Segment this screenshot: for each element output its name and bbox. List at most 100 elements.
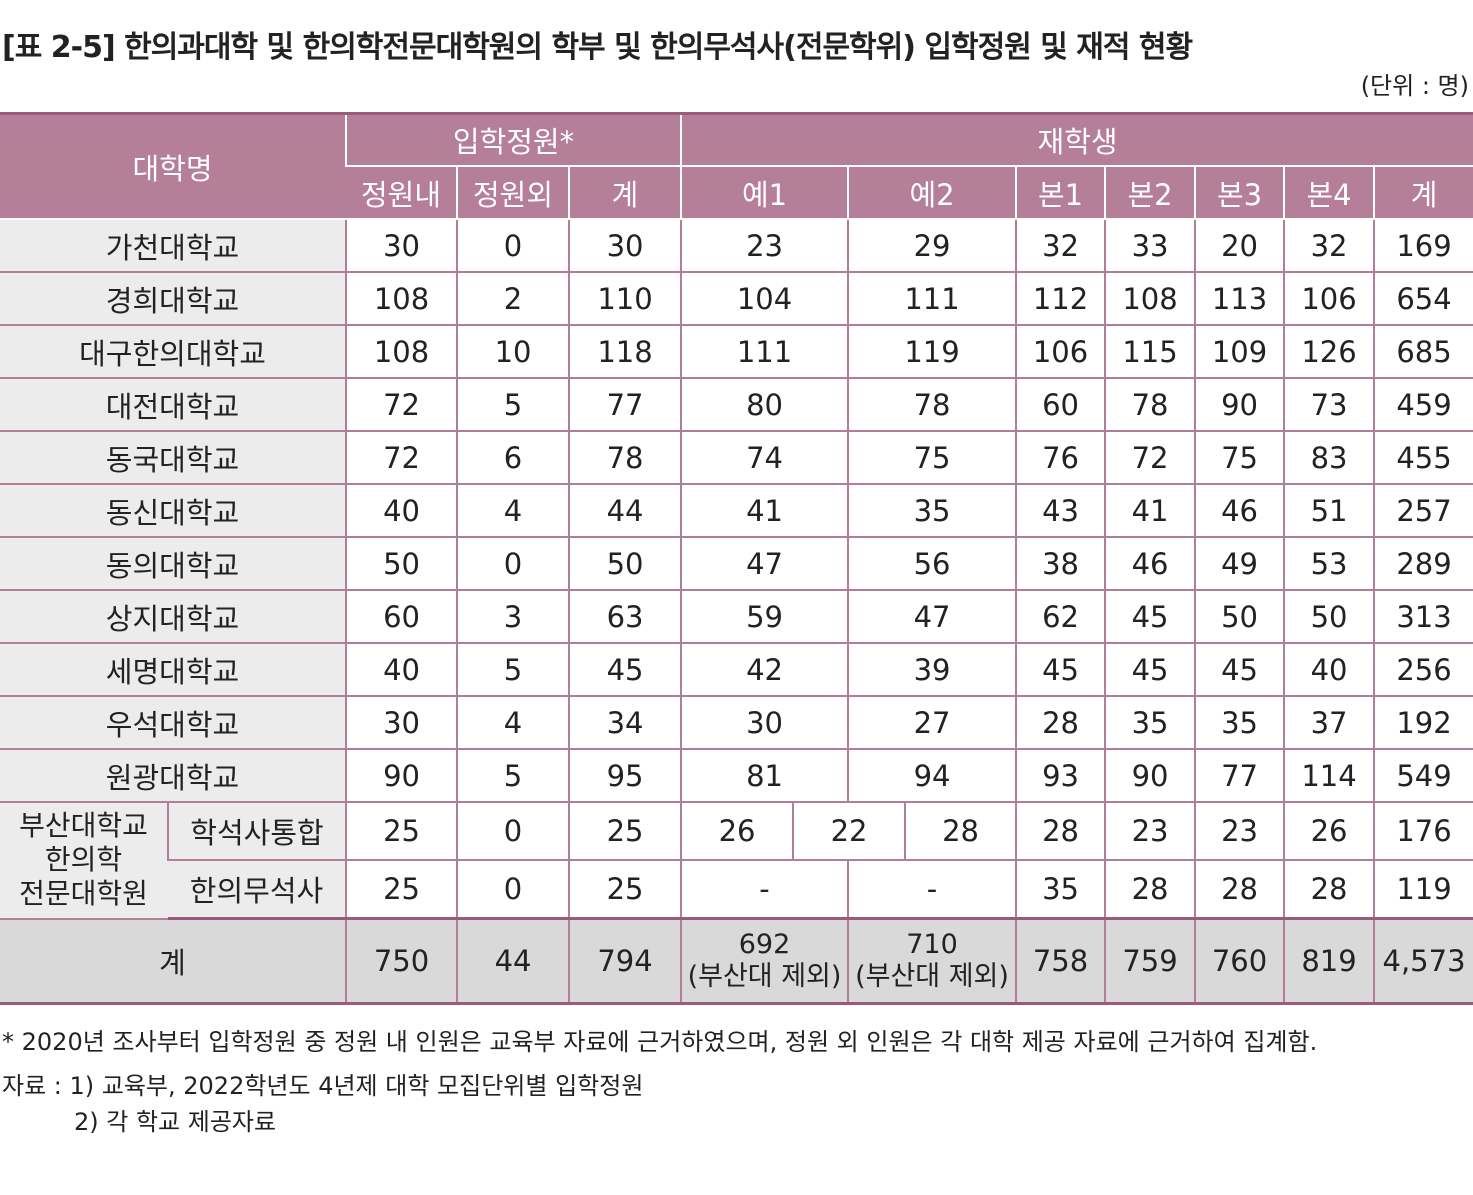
university-name: 우석대학교 bbox=[0, 696, 347, 750]
cell: 93 bbox=[1015, 749, 1106, 803]
cell: 27 bbox=[847, 696, 1017, 750]
cell: 0 bbox=[456, 219, 570, 273]
cell: 759 bbox=[1104, 918, 1196, 1005]
total-pre1-cell: 692 (부산대 제외) bbox=[680, 918, 849, 1005]
row-label: 학석사통합 bbox=[166, 802, 347, 861]
cell: 33 bbox=[1104, 219, 1196, 273]
header-col: 본1 bbox=[1015, 166, 1106, 220]
pnu-name-line: 전문대학원 bbox=[19, 877, 148, 911]
cell: 38 bbox=[1015, 537, 1106, 591]
unit-label: (단위 : 명) bbox=[1360, 72, 1469, 100]
cell: 73 bbox=[1283, 378, 1375, 432]
table-body: 가천대학교 30 0 30 23 29 32 33 20 32 169 경희대학교 108 2 110 104… bbox=[0, 219, 1473, 1005]
university-name: 동국대학교 bbox=[0, 431, 347, 485]
cell: 104 bbox=[680, 272, 849, 326]
university-name: 세명대학교 bbox=[0, 643, 347, 697]
header-col: 계 bbox=[568, 166, 682, 220]
cell: 44 bbox=[456, 918, 570, 1005]
cell: 549 bbox=[1373, 749, 1473, 803]
cell: 50 bbox=[1194, 590, 1285, 644]
cell: 794 bbox=[568, 918, 682, 1005]
cell: 0 bbox=[456, 802, 570, 861]
cell: 109 bbox=[1194, 325, 1285, 379]
cell: 47 bbox=[680, 537, 849, 591]
cell: 119 bbox=[847, 325, 1017, 379]
cell: 256 bbox=[1373, 643, 1473, 697]
cell: 455 bbox=[1373, 431, 1473, 485]
cell: 23 bbox=[1104, 802, 1196, 861]
university-name: 대구한의대학교 bbox=[0, 325, 347, 379]
cell: 83 bbox=[1283, 431, 1375, 485]
cell: 72 bbox=[1104, 431, 1196, 485]
cell: 750 bbox=[345, 918, 458, 1005]
cell: 53 bbox=[1283, 537, 1375, 591]
table-row: 동의대학교 50 0 50 47 56 38 46 49 53 289 bbox=[0, 537, 1473, 591]
cell: 0 bbox=[456, 860, 570, 920]
cell: 113 bbox=[1194, 272, 1285, 326]
header-university: 대학명 bbox=[0, 113, 347, 220]
cell: 35 bbox=[847, 484, 1017, 538]
header-col: 정원외 bbox=[456, 166, 570, 220]
cell: 2 bbox=[456, 272, 570, 326]
cell: 40 bbox=[1283, 643, 1375, 697]
total-pre2-note: (부산대 제외) bbox=[855, 961, 1009, 992]
cell: 192 bbox=[1373, 696, 1473, 750]
total-pre1-note: (부산대 제외) bbox=[687, 961, 842, 992]
header-enrolled: 재학생 bbox=[680, 113, 1473, 167]
cell: 760 bbox=[1194, 918, 1285, 1005]
cell: 77 bbox=[568, 378, 682, 432]
cell: 4,573 bbox=[1373, 918, 1473, 1005]
cell: 44 bbox=[568, 484, 682, 538]
cell: 78 bbox=[847, 378, 1017, 432]
cell: - bbox=[847, 860, 1017, 920]
cell: 28 bbox=[1283, 860, 1375, 920]
cell: 111 bbox=[847, 272, 1017, 326]
cell: 459 bbox=[1373, 378, 1473, 432]
cell: 43 bbox=[1015, 484, 1106, 538]
cell: 62 bbox=[1015, 590, 1106, 644]
header-admission: 입학정원* bbox=[345, 113, 682, 167]
cell: 60 bbox=[345, 590, 458, 644]
cell: 29 bbox=[847, 219, 1017, 273]
table-row: 대전대학교 72 5 77 80 78 60 78 90 73 459 bbox=[0, 378, 1473, 432]
cell: 25 bbox=[568, 802, 682, 861]
cell: 60 bbox=[1015, 378, 1106, 432]
total-pre2-cell: 710 (부산대 제외) bbox=[847, 918, 1017, 1005]
cell: 0 bbox=[456, 537, 570, 591]
cell: 30 bbox=[568, 219, 682, 273]
cell: 758 bbox=[1015, 918, 1106, 1005]
header-col: 예2 bbox=[847, 166, 1017, 220]
university-name: 원광대학교 bbox=[0, 749, 347, 803]
cell: 25 bbox=[345, 860, 458, 920]
cell: 32 bbox=[1283, 219, 1375, 273]
cell: 289 bbox=[1373, 537, 1473, 591]
cell: 94 bbox=[847, 749, 1017, 803]
source-line-2: 2) 각 학교 제공자료 bbox=[74, 1108, 277, 1136]
cell: 112 bbox=[1015, 272, 1106, 326]
cell: 110 bbox=[568, 272, 682, 326]
cell: 108 bbox=[345, 272, 458, 326]
cell: 77 bbox=[1194, 749, 1285, 803]
cell: 6 bbox=[456, 431, 570, 485]
cell: 45 bbox=[1194, 643, 1285, 697]
cell: 30 bbox=[680, 696, 849, 750]
cell: 23 bbox=[680, 219, 849, 273]
cell: 22 bbox=[792, 802, 906, 861]
cell: 40 bbox=[345, 643, 458, 697]
cell: 39 bbox=[847, 643, 1017, 697]
notes: * 2020년 조사부터 입학정원 중 정원 내 인원은 교육부 자료에 근거하… bbox=[2, 1024, 1470, 1140]
table-row: 경희대학교 108 2 110 104 111 112 108 113 106 654 bbox=[0, 272, 1473, 326]
cell: 56 bbox=[847, 537, 1017, 591]
table-row: 원광대학교 90 5 95 81 94 93 90 77 114 549 bbox=[0, 749, 1473, 803]
header-col: 본4 bbox=[1283, 166, 1375, 220]
cell: 80 bbox=[680, 378, 849, 432]
cell: 25 bbox=[345, 802, 458, 861]
cell: 28 bbox=[1015, 696, 1106, 750]
source-line-1: 자료 : 1) 교육부, 2022학년도 4년제 대학 모집단위별 입학정원 bbox=[2, 1072, 644, 1100]
cell: 4 bbox=[456, 696, 570, 750]
table-row: 세명대학교 40 5 45 42 39 45 45 45 40 256 bbox=[0, 643, 1473, 697]
cell: 46 bbox=[1194, 484, 1285, 538]
cell: 26 bbox=[1283, 802, 1375, 861]
cell: 49 bbox=[1194, 537, 1285, 591]
cell: 28 bbox=[1015, 802, 1106, 861]
